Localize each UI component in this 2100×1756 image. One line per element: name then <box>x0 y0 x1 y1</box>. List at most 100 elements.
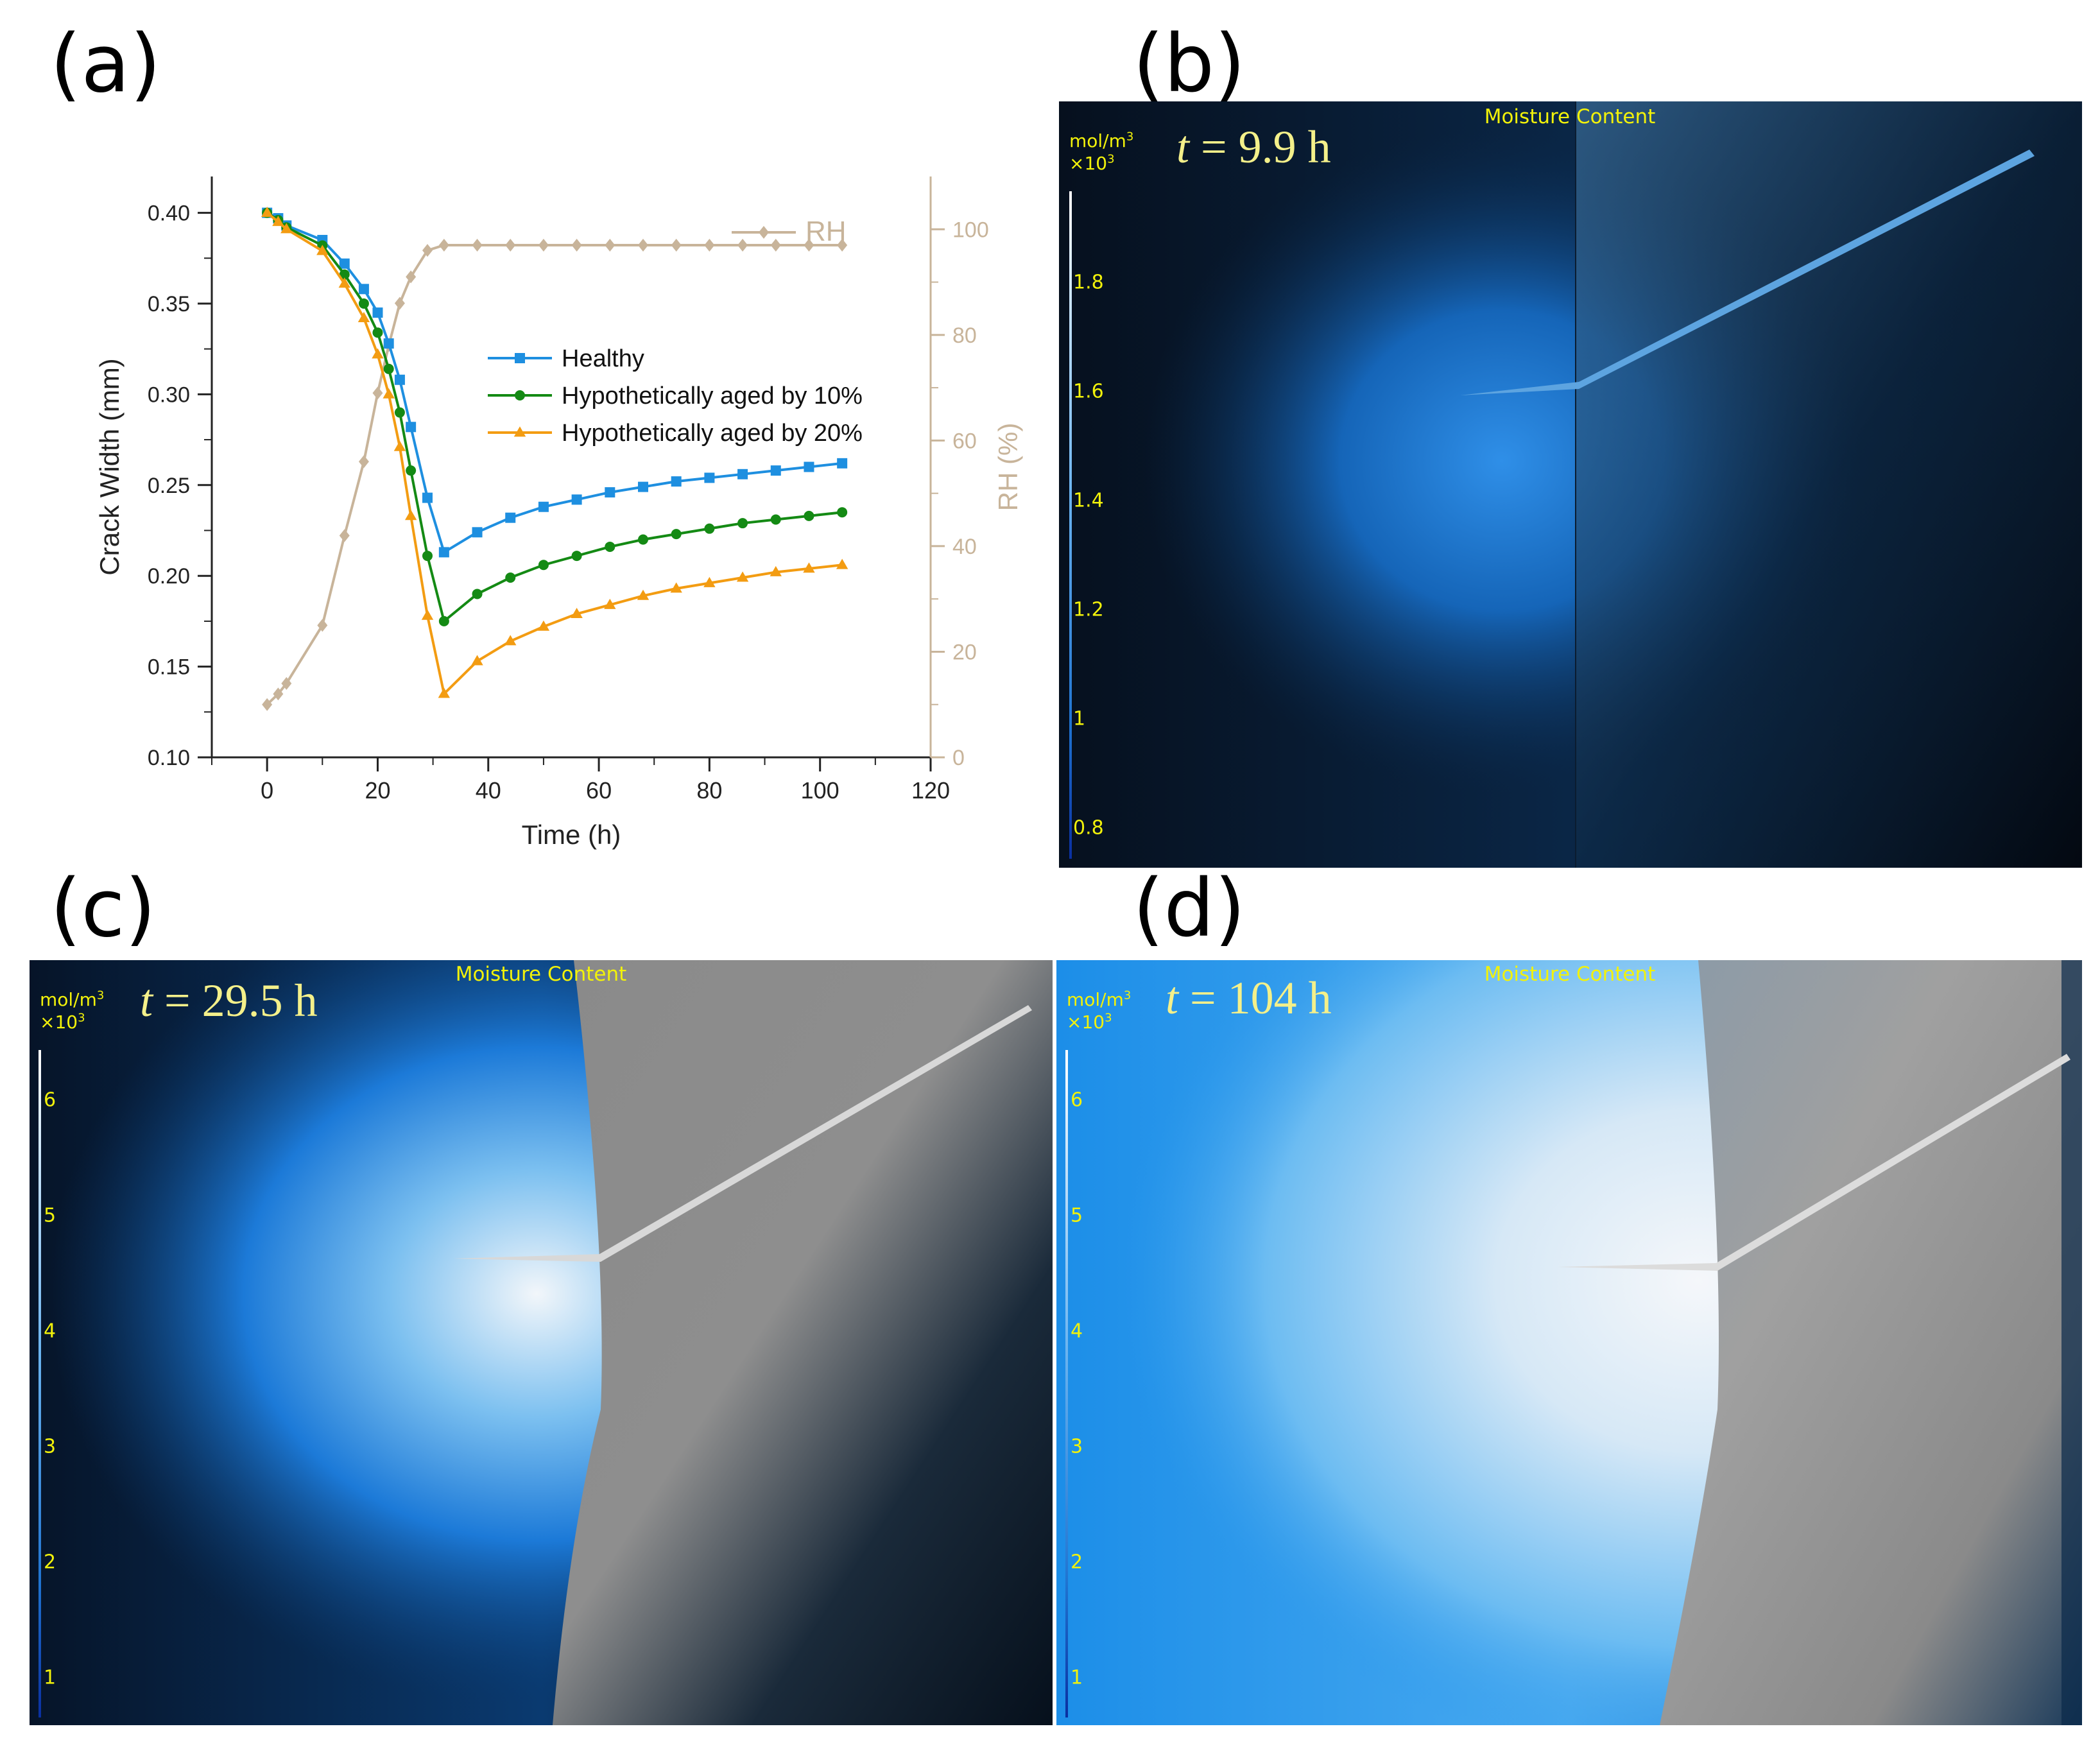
x-tick-label: 120 <box>911 777 950 804</box>
data-point-hypothetically-aged-by-10 <box>372 327 383 338</box>
colorbar-tick: 1 <box>44 1666 56 1689</box>
data-point-hypothetically-aged-by-20 <box>770 565 782 576</box>
moisture-panel-b: Moisture Content t = 9.9 h mol/m3 ×103 1.… <box>1059 101 2082 868</box>
data-point-hypothetically-aged-by-20 <box>338 277 350 288</box>
data-point-hypothetically-aged-by-20 <box>571 607 583 618</box>
legend-label-rh: RH <box>805 216 847 247</box>
data-point-hypothetically-aged-by-10 <box>638 534 648 545</box>
data-point-hypothetically-aged-by-20 <box>736 571 749 582</box>
data-point-healthy <box>372 307 383 318</box>
panel-label-b: (b) <box>1133 18 1246 110</box>
data-point-rh <box>538 238 549 252</box>
colorbar-tick: 1.2 <box>1073 598 1104 621</box>
panel-c-colorbar <box>39 1050 41 1717</box>
data-point-rh <box>438 238 449 252</box>
data-point-hypothetically-aged-by-20 <box>537 620 550 631</box>
y-tick-label: 0.25 <box>148 474 190 498</box>
colorbar-tick: 5 <box>44 1204 56 1227</box>
data-point-hypothetically-aged-by-10 <box>837 507 848 518</box>
data-point-healthy <box>605 487 615 498</box>
data-point-healthy <box>339 258 350 269</box>
data-point-healthy <box>406 422 417 433</box>
legend-label-healthy: Healthy <box>562 345 644 372</box>
data-point-healthy <box>804 461 814 472</box>
y2-axis-label: RH (%) <box>993 423 1023 512</box>
data-point-healthy <box>737 469 748 479</box>
data-point-hypothetically-aged-by-20 <box>471 655 483 666</box>
colorbar-tick: 3 <box>44 1435 56 1458</box>
data-point-healthy <box>383 338 394 349</box>
panel-c-unit: mol/m3 ×103 <box>40 988 105 1033</box>
data-point-hypothetically-aged-by-20 <box>836 558 848 569</box>
y2-tick-label: 80 <box>952 323 977 348</box>
panel-b-colorbar <box>1069 191 1072 859</box>
data-point-healthy <box>538 501 549 512</box>
data-point-rh <box>273 687 284 701</box>
series-line-hypothetically-aged-by-10 <box>266 211 843 624</box>
data-point-healthy <box>422 492 433 503</box>
series-line-rh <box>266 243 843 706</box>
panel-d-colorbar <box>1065 1050 1068 1717</box>
series-line-hypothetically-aged-by-20 <box>266 212 843 697</box>
data-point-healthy <box>438 547 449 558</box>
y-tick-label: 0.35 <box>148 292 190 316</box>
data-point-hypothetically-aged-by-10 <box>383 363 394 374</box>
y2-tick-label: 0 <box>952 746 965 770</box>
x-axis-label: Time (h) <box>522 820 621 850</box>
data-point-hypothetically-aged-by-10 <box>605 541 615 552</box>
data-point-hypothetically-aged-by-20 <box>604 598 616 609</box>
y-tick-label: 0.15 <box>148 655 190 680</box>
data-point-hypothetically-aged-by-20 <box>272 216 284 227</box>
data-point-hypothetically-aged-by-20 <box>372 348 384 359</box>
legend-marker-hypothetically-aged-by-20 <box>513 426 526 437</box>
data-point-hypothetically-aged-by-20 <box>393 440 406 451</box>
data-point-hypothetically-aged-by-20 <box>404 510 417 521</box>
data-point-healthy <box>472 527 483 538</box>
data-point-rh <box>671 238 682 252</box>
y2-tick-label: 100 <box>952 218 989 242</box>
data-point-rh <box>422 244 433 257</box>
data-point-hypothetically-aged-by-20 <box>357 311 370 322</box>
x-tick-label: 20 <box>365 777 390 804</box>
y-tick-label: 0.40 <box>148 202 190 226</box>
data-point-hypothetically-aged-by-10 <box>438 615 449 626</box>
panel-b-unit: mol/m3 ×103 <box>1069 130 1134 174</box>
data-point-hypothetically-aged-by-10 <box>538 560 549 571</box>
colorbar-tick: 2 <box>44 1551 56 1574</box>
data-point-healthy <box>638 481 648 492</box>
panel-label-d: (d) <box>1133 863 1246 955</box>
data-point-rh <box>281 676 292 690</box>
data-point-rh <box>605 238 615 252</box>
legend-marker-rh <box>759 226 769 239</box>
data-point-rh <box>737 238 748 252</box>
data-point-hypothetically-aged-by-10 <box>737 518 748 529</box>
colorbar-tick: 1.6 <box>1073 380 1104 403</box>
data-point-rh <box>317 619 328 632</box>
x-tick-label: 100 <box>801 777 839 804</box>
y-tick-label: 0.20 <box>148 564 190 589</box>
panel-label-a: (a) <box>50 18 161 110</box>
data-point-hypothetically-aged-by-20 <box>803 562 815 573</box>
colorbar-tick: 1.8 <box>1073 271 1104 294</box>
moisture-panel-c: Moisture Content t = 29.5 h mol/m3 ×103 6… <box>30 960 1053 1725</box>
colorbar-tick: 1 <box>1071 1666 1083 1689</box>
data-point-healthy <box>770 465 781 476</box>
y2-tick-label: 60 <box>952 429 977 453</box>
data-point-hypothetically-aged-by-10 <box>406 465 417 476</box>
data-point-hypothetically-aged-by-10 <box>339 269 350 280</box>
data-point-rh <box>394 297 405 310</box>
data-point-hypothetically-aged-by-20 <box>280 223 293 234</box>
colorbar-tick: 6 <box>1071 1089 1083 1112</box>
data-point-rh <box>339 529 350 542</box>
moisture-panel-d: Moisture Content t = 104 h mol/m3 ×103 6 … <box>1056 960 2082 1725</box>
y-axis-label: Crack Width (mm) <box>94 358 125 575</box>
panel-d-unit: mol/m3 ×103 <box>1067 988 1132 1033</box>
colorbar-tick: 5 <box>1071 1204 1083 1227</box>
data-point-rh <box>638 238 648 252</box>
colorbar-tick: 3 <box>1071 1435 1083 1458</box>
legend-marker-hypothetically-aged-by-10 <box>515 390 525 400</box>
data-point-rh <box>472 238 483 252</box>
panel-d-title: Moisture Content <box>1484 963 1656 986</box>
panel-d-time: t = 104 h <box>1166 972 1332 1024</box>
data-point-hypothetically-aged-by-10 <box>394 407 405 418</box>
